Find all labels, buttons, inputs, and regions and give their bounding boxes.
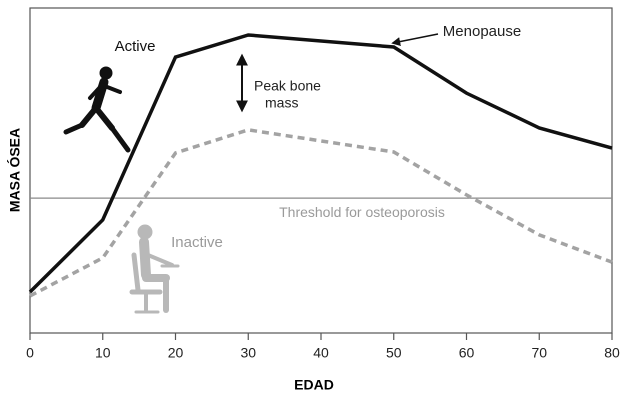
runner-icon (63, 66, 131, 153)
series-label: Active (115, 38, 156, 55)
x-tick-label: 10 (95, 345, 111, 361)
plot-frame (29, 7, 613, 334)
peak-label: mass (265, 95, 298, 111)
x-tick-label: 60 (459, 345, 475, 361)
x-tick-label: 0 (26, 345, 34, 361)
series-label: Inactive (171, 234, 223, 251)
x-tick-label: 30 (240, 345, 256, 361)
seated-icon (129, 224, 180, 314)
x-tick-label: 70 (531, 345, 547, 361)
menopause-arrow (391, 33, 439, 47)
menopause-label: Menopause (443, 23, 521, 40)
x-axis-label: EDAD (294, 377, 334, 393)
threshold-label: Threshold for osteoporosis (279, 204, 445, 220)
x-tick-label: 20 (168, 345, 184, 361)
x-tick-label: 50 (386, 345, 402, 361)
x-tick-label: 40 (313, 345, 329, 361)
series-line (28, 33, 613, 294)
x-tick-label: 80 (604, 345, 620, 361)
y-axis-label: MASA ÓSEA (6, 128, 23, 212)
peak-label: Peak bone (254, 78, 321, 94)
